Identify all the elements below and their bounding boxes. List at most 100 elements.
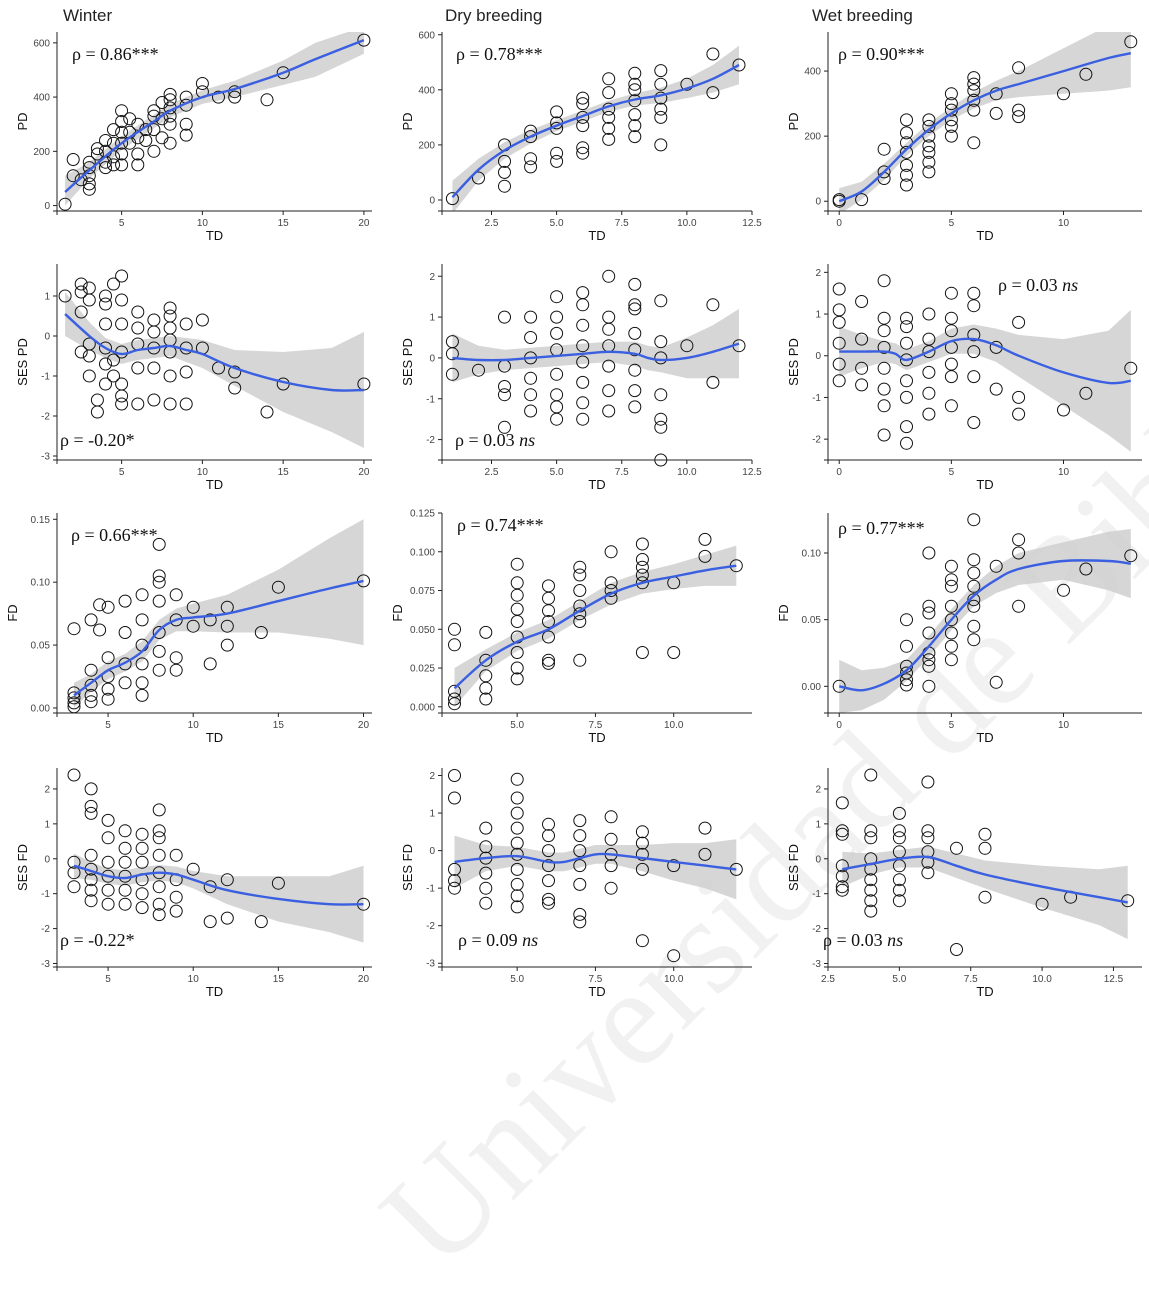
x-tick-label: 10.0 bbox=[1032, 974, 1052, 985]
y-tick-label: -1 bbox=[41, 889, 50, 900]
data-point bbox=[163, 117, 177, 131]
y-axis-label: SES PD bbox=[786, 338, 801, 386]
data-point bbox=[82, 369, 96, 383]
data-point bbox=[84, 894, 98, 908]
data-point bbox=[479, 681, 493, 695]
data-point bbox=[989, 675, 1003, 689]
data-point bbox=[101, 897, 115, 911]
data-point bbox=[576, 119, 590, 133]
panel-dry-sespd: -2 -1 0 1 2 2.5 5.0 7.5 10.0 12.5 TD SES PD bbox=[400, 264, 762, 492]
data-point bbox=[922, 606, 936, 620]
rho-annotation: ρ = 0.03 ns bbox=[823, 930, 903, 951]
data-point bbox=[550, 146, 564, 160]
data-point bbox=[944, 613, 958, 627]
points bbox=[832, 513, 1138, 693]
data-point bbox=[67, 622, 81, 636]
x-tick-label: 10 bbox=[1058, 720, 1070, 731]
data-point bbox=[498, 388, 511, 402]
data-point bbox=[84, 613, 98, 627]
data-point bbox=[628, 343, 642, 357]
x-tick-label: 2.5 bbox=[485, 218, 499, 229]
x-tick-label: 7.5 bbox=[588, 720, 602, 731]
data-point bbox=[1124, 361, 1138, 375]
data-point bbox=[900, 420, 913, 434]
x-tick-label: 12.5 bbox=[742, 467, 762, 478]
data-point bbox=[654, 388, 668, 402]
data-point bbox=[93, 598, 107, 612]
data-point bbox=[169, 890, 183, 904]
data-point bbox=[550, 154, 564, 168]
data-point bbox=[524, 130, 538, 144]
data-point bbox=[1012, 599, 1026, 613]
data-point bbox=[93, 623, 107, 637]
data-point bbox=[1012, 533, 1026, 547]
y-tick-label: 0.05 bbox=[802, 615, 822, 626]
smooth-fit-line bbox=[842, 855, 1128, 904]
data-point bbox=[131, 321, 145, 335]
points bbox=[445, 269, 746, 467]
x-tick-label: 5.0 bbox=[550, 218, 564, 229]
smooth-fit-line bbox=[839, 337, 1131, 385]
data-point bbox=[832, 315, 846, 329]
y-tick-label: -1 bbox=[812, 889, 821, 900]
data-point bbox=[654, 335, 668, 349]
data-point bbox=[524, 404, 538, 418]
data-point bbox=[1057, 403, 1070, 417]
significance-label: ns bbox=[519, 430, 536, 450]
y-axis-label: SES FD bbox=[786, 844, 801, 891]
data-point bbox=[186, 600, 200, 614]
data-point bbox=[498, 420, 511, 434]
y-tick-label: 0.100 bbox=[410, 547, 435, 558]
points bbox=[67, 768, 370, 929]
data-point bbox=[84, 806, 98, 820]
y-tick-label: -2 bbox=[812, 924, 821, 935]
data-point bbox=[66, 153, 80, 166]
points bbox=[67, 537, 370, 714]
y-tick-label: 0.125 bbox=[410, 509, 435, 520]
data-point bbox=[602, 110, 616, 124]
data-point bbox=[550, 326, 564, 340]
data-point bbox=[510, 847, 524, 861]
x-tick-label: 7.5 bbox=[588, 974, 602, 985]
data-point bbox=[944, 559, 958, 573]
data-point bbox=[989, 106, 1003, 120]
y-tick-label: 0.00 bbox=[802, 682, 822, 693]
data-point bbox=[271, 876, 285, 890]
data-point bbox=[654, 351, 668, 365]
data-point bbox=[835, 880, 849, 894]
smooth-fit-line bbox=[451, 63, 740, 199]
data-point bbox=[498, 154, 511, 168]
x-tick-label: 0 bbox=[836, 467, 842, 478]
data-point bbox=[967, 513, 981, 527]
data-point bbox=[635, 836, 649, 850]
data-point bbox=[628, 119, 642, 133]
data-point bbox=[835, 859, 849, 873]
x-tick-label: 0 bbox=[836, 218, 842, 229]
data-point bbox=[967, 370, 981, 384]
data-point bbox=[445, 367, 459, 381]
data-point bbox=[922, 407, 936, 421]
data-point bbox=[706, 298, 720, 312]
data-point bbox=[101, 855, 115, 869]
data-point bbox=[654, 420, 668, 434]
data-point bbox=[900, 678, 913, 692]
data-point bbox=[82, 349, 96, 363]
data-point bbox=[163, 369, 177, 383]
data-point bbox=[135, 588, 149, 602]
y-tick-label: 0 bbox=[815, 197, 821, 208]
data-point bbox=[101, 813, 115, 827]
data-point bbox=[498, 310, 511, 324]
data-point bbox=[654, 91, 668, 105]
y-tick-label: -2 bbox=[41, 412, 50, 423]
smooth-fit-line bbox=[64, 38, 365, 193]
x-tick-label: 5 bbox=[119, 218, 125, 229]
data-point bbox=[135, 841, 149, 855]
data-point bbox=[99, 341, 112, 355]
data-point bbox=[1012, 546, 1026, 560]
data-point bbox=[99, 134, 112, 147]
data-point bbox=[152, 569, 166, 583]
data-point bbox=[635, 847, 649, 861]
data-point bbox=[944, 286, 958, 300]
confidence-band bbox=[454, 835, 737, 900]
